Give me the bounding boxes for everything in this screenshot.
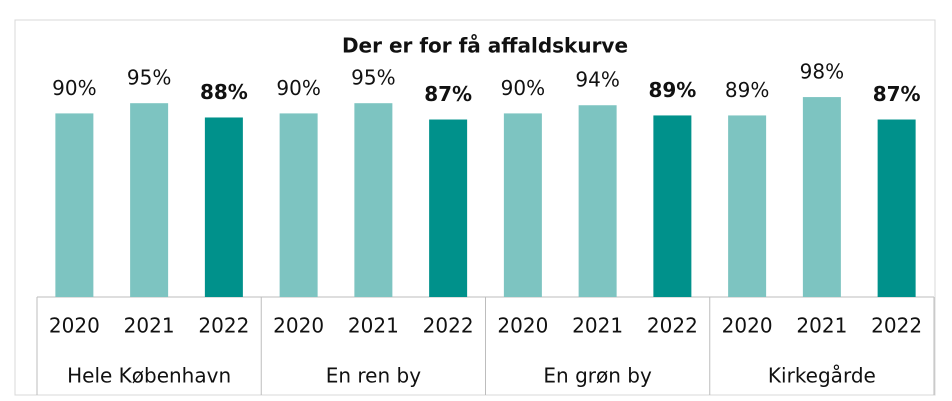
x-tick-label: 2021 bbox=[124, 314, 175, 338]
group-label: En ren by bbox=[326, 364, 421, 388]
bar bbox=[354, 103, 393, 297]
bar bbox=[728, 115, 767, 297]
bar bbox=[279, 113, 318, 298]
x-tick-label: 2022 bbox=[647, 314, 698, 338]
bar bbox=[204, 117, 243, 297]
chart-title: Der er for få affaldskurve bbox=[342, 34, 628, 58]
chart-frame bbox=[14, 19, 936, 396]
x-tick-label: 2020 bbox=[722, 314, 773, 338]
value-label: 89% bbox=[725, 78, 769, 102]
x-tick-label: 2021 bbox=[796, 314, 847, 338]
x-tick-label: 2020 bbox=[273, 314, 324, 338]
value-label: 95% bbox=[127, 66, 171, 90]
bar bbox=[802, 97, 841, 297]
bar bbox=[653, 115, 692, 297]
group-label: Hele København bbox=[67, 364, 231, 388]
value-label: 90% bbox=[52, 76, 96, 100]
value-label: 87% bbox=[424, 82, 472, 106]
value-label: 89% bbox=[648, 78, 696, 102]
bar bbox=[429, 119, 468, 298]
bar bbox=[578, 105, 617, 298]
x-tick-label: 2020 bbox=[49, 314, 100, 338]
value-label: 90% bbox=[276, 76, 320, 100]
value-label: 95% bbox=[351, 66, 395, 90]
x-tick-label: 2022 bbox=[198, 314, 249, 338]
x-tick-label: 2020 bbox=[497, 314, 548, 338]
bar bbox=[877, 119, 916, 298]
bar bbox=[503, 113, 542, 298]
x-tick-label: 2022 bbox=[423, 314, 474, 338]
value-label: 98% bbox=[800, 60, 844, 84]
x-tick-label: 2021 bbox=[348, 314, 399, 338]
value-label: 87% bbox=[873, 82, 921, 106]
group-label: En grøn by bbox=[543, 364, 652, 388]
group-label: Kirkegårde bbox=[768, 364, 876, 388]
x-tick-label: 2022 bbox=[871, 314, 922, 338]
x-tick-label: 2021 bbox=[572, 314, 623, 338]
value-label: 94% bbox=[575, 68, 619, 92]
value-label: 90% bbox=[501, 76, 545, 100]
value-label: 88% bbox=[200, 80, 248, 104]
bar bbox=[55, 113, 94, 298]
bar bbox=[130, 103, 169, 297]
